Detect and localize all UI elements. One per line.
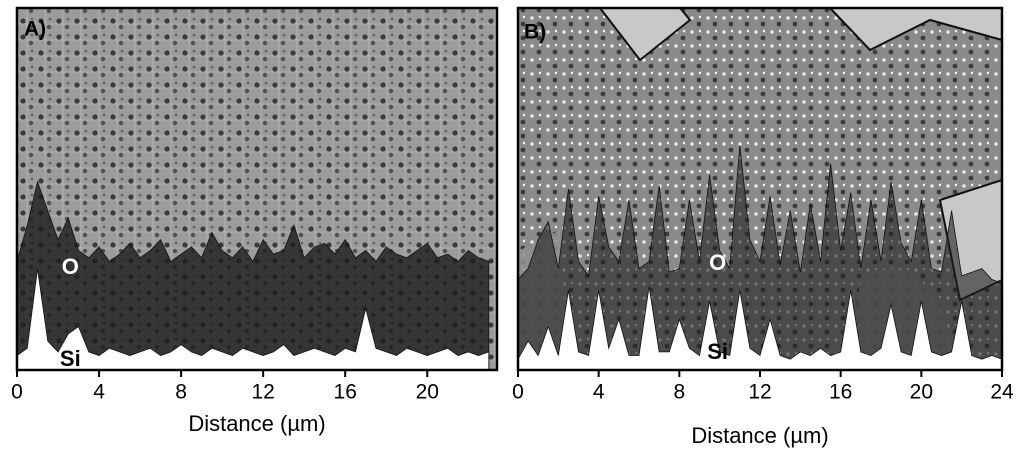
panel: 0 4 8 12 16 20 Distance (µm) A) O Si	[11, 6, 499, 436]
profiles	[518, 145, 1002, 370]
series-label: O	[709, 250, 726, 275]
x-tick-label: 0	[11, 381, 23, 404]
x-axis-label: Distance (µm)	[691, 423, 828, 448]
series-label: O	[62, 254, 79, 279]
profile-0	[518, 145, 1002, 370]
x-tick-label: 12	[748, 381, 771, 404]
x-tick-label: 4	[593, 381, 605, 404]
panel: 0 4 8 12 16 20 24 Distance (µm) B) O Si	[512, 6, 1014, 448]
x-tick-label: 8	[673, 381, 685, 404]
series-label: Si	[60, 346, 81, 371]
x-tick-label: 24	[990, 381, 1014, 404]
x-axis-label: Distance (µm)	[188, 411, 325, 436]
x-tick-label: 16	[334, 381, 357, 404]
x-tick-label: 20	[416, 381, 439, 404]
profile-1	[17, 268, 490, 370]
panel-label: B)	[524, 21, 546, 44]
x-tick-label: 12	[251, 381, 274, 404]
series-label: Si	[707, 339, 728, 364]
x-tick-label: 4	[93, 381, 105, 404]
x-tick-label: 20	[910, 381, 933, 404]
plot-frame	[15, 6, 499, 372]
x-tick-label: 8	[175, 381, 187, 404]
x-tick-label: 0	[512, 381, 524, 404]
profile-1	[518, 286, 1002, 370]
panel-label: A)	[24, 18, 46, 41]
profiles	[17, 180, 490, 370]
x-tick-label: 16	[829, 381, 852, 404]
profile-0	[17, 180, 490, 370]
panels: 0 4 8 12 16 20 Distance (µm) A) O Si 0 4 8 12 16 20 24 Di…	[11, 6, 1014, 448]
